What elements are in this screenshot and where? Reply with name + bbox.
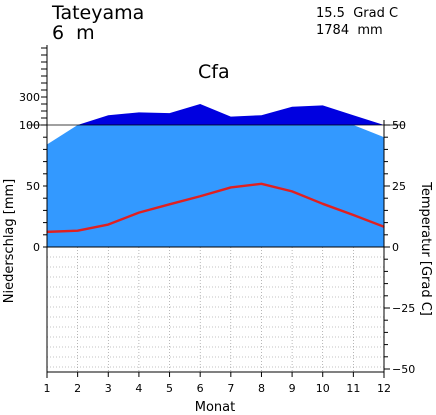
temperature-point: [168, 203, 171, 205]
axes: [27, 45, 405, 378]
temperature-point: [107, 223, 109, 226]
station-name: Tateyama: [51, 2, 144, 24]
right-axis-label: Temperatur [Grad C]: [418, 181, 433, 316]
x-tick-label: 6: [197, 382, 204, 395]
x-tick-label: 2: [74, 382, 81, 395]
station-elevation: 6 m: [52, 22, 95, 44]
x-tick-label: 5: [166, 382, 173, 395]
precipitation-excess-area: [47, 104, 384, 125]
right-tick-label: 50: [392, 119, 406, 132]
x-tick-label: 7: [227, 382, 234, 395]
precipitation-area: [47, 125, 384, 247]
temperature-point: [322, 203, 324, 205]
temperature-point: [291, 190, 293, 192]
x-tick-label: 9: [289, 382, 296, 395]
temperature-point: [352, 214, 354, 216]
x-tick-label: 8: [258, 382, 265, 395]
x-tick-label: 11: [346, 382, 360, 395]
mean-temperature: 15.5 Grad C: [316, 6, 398, 21]
right-tick-label: 0: [392, 241, 399, 254]
x-tick-label: 3: [105, 382, 112, 395]
grid-lines: [46, 247, 385, 372]
left-tick-label: 50: [26, 180, 40, 193]
temperature-point: [138, 211, 140, 214]
right-tick-label: 25: [392, 180, 406, 193]
right-tick-label: −25: [392, 302, 415, 315]
temperature-point: [230, 186, 232, 189]
climate-class: Cfa: [198, 61, 230, 83]
x-tick-label: 12: [377, 382, 391, 395]
right-tick-label: −50: [392, 363, 415, 376]
temperature-line: [46, 182, 385, 234]
x-axis-label: Monat: [195, 400, 235, 415]
temperature-layer: [46, 182, 385, 234]
x-tick-label: 10: [316, 382, 330, 395]
temperature-point: [260, 183, 263, 185]
annual-precipitation: 1784 mm: [316, 23, 383, 38]
left-tick-label: 300: [19, 91, 40, 104]
x-tick-label: 1: [44, 382, 51, 395]
left-tick-label: 0: [33, 241, 40, 254]
x-tick-label: 4: [135, 382, 142, 395]
left-axis-label: Niederschlag [mm]: [2, 179, 17, 304]
left-tick-label: 100: [19, 119, 40, 132]
temperature-point: [77, 230, 79, 232]
temperature-point: [199, 195, 201, 197]
